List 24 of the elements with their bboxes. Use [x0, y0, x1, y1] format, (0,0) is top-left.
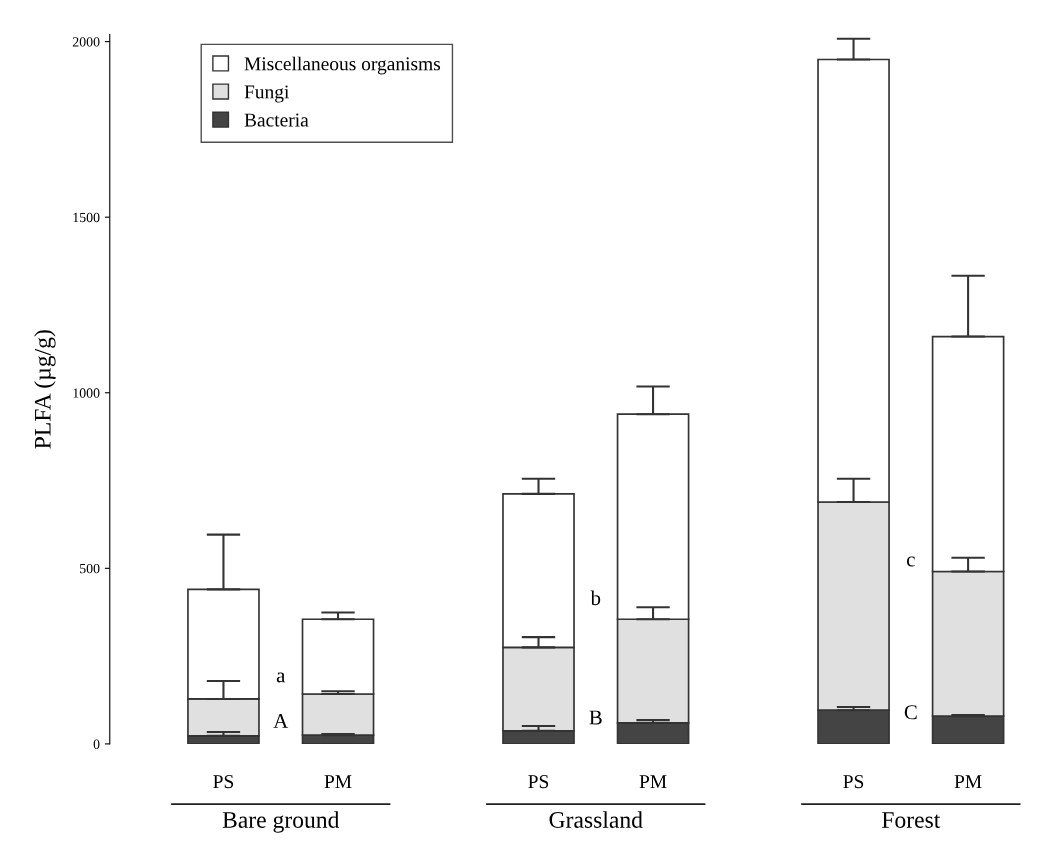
annotation: B — [589, 710, 602, 725]
annotation: C — [904, 705, 917, 720]
y-axis-title: PLFA (µg/g) — [34, 330, 56, 449]
annotation: b — [590, 590, 601, 606]
y-tick-label: 1000 — [73, 388, 100, 398]
x-tick-label: PS — [528, 775, 549, 789]
annotation: c — [906, 556, 915, 567]
annotation: A — [273, 714, 289, 728]
x-tick-label: PM — [639, 775, 667, 788]
y-tick-label: 0 — [93, 739, 100, 749]
y-tick-label: 500 — [80, 563, 100, 574]
x-tick-label: PM — [954, 775, 982, 788]
legend-label: Bacteria — [244, 113, 309, 127]
x-tick-label: PM — [324, 775, 352, 788]
annotation: a — [276, 672, 286, 683]
text: Grassland — [549, 811, 643, 828]
text: Forest — [881, 812, 941, 828]
x-tick-label: PS — [843, 775, 864, 789]
legend-label: Miscellaneous organisms — [244, 56, 441, 75]
x-tick-label: PS — [213, 775, 234, 789]
text: Bare ground — [222, 811, 340, 833]
y-tick-label: 1500 — [73, 212, 100, 223]
y-tick-label: 2000 — [72, 37, 100, 47]
legend-label: Fungi — [244, 85, 290, 103]
